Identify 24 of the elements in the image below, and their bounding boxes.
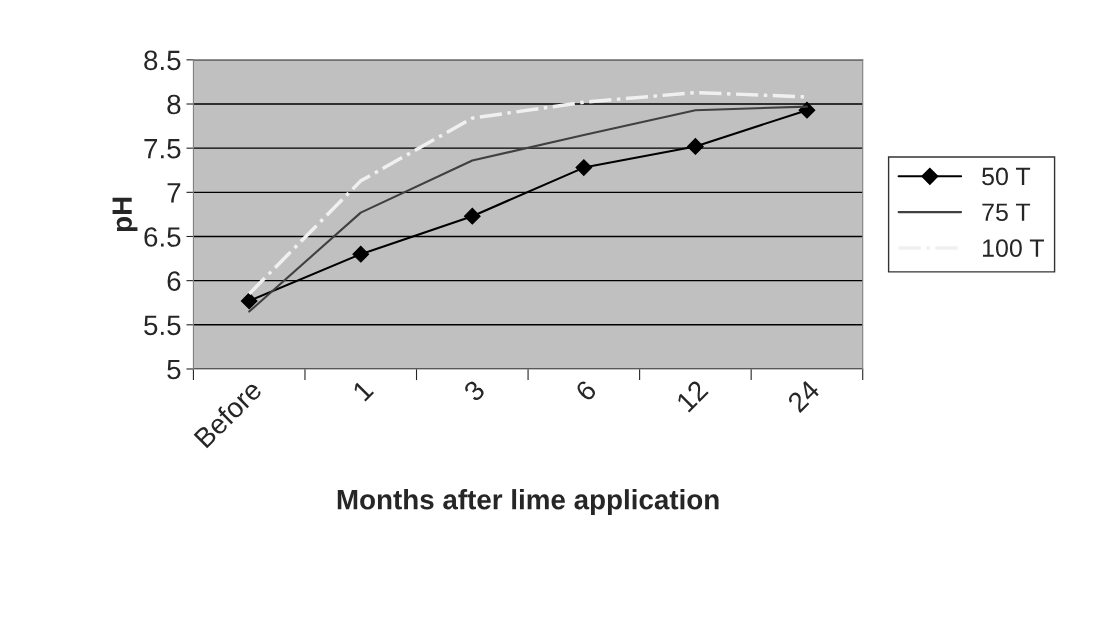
legend-label: 100 T [983, 239, 1045, 257]
x-tick-label: 6 [574, 379, 598, 403]
legend-label: 75 T [982, 203, 1031, 222]
y-tick-label: 5.5 [144, 315, 181, 336]
y-tick-label: 8 [167, 94, 181, 115]
y-tick-label: 5 [167, 359, 181, 380]
x-tick-label: 3 [462, 379, 486, 403]
legend-label: 50 T [982, 167, 1031, 186]
y-tick-label: 7 [167, 183, 181, 203]
point [240, 292, 258, 310]
point [575, 159, 593, 176]
y-tick-label: 7.5 [144, 139, 181, 159]
x-axis-title: Months after lime application [337, 489, 719, 515]
y-tick-label: 8.5 [144, 50, 181, 71]
point [352, 245, 370, 263]
y-tick-label: 6.5 [144, 227, 181, 247]
point [798, 101, 816, 119]
y-axis-title: pH [112, 197, 138, 232]
point [687, 138, 704, 155]
y-tick-label: 6 [167, 271, 181, 291]
x-tick-label: 12 [675, 379, 709, 413]
x-tick-label: 1 [352, 379, 375, 402]
x-tick-label: 24 [786, 378, 821, 413]
point [463, 207, 481, 225]
